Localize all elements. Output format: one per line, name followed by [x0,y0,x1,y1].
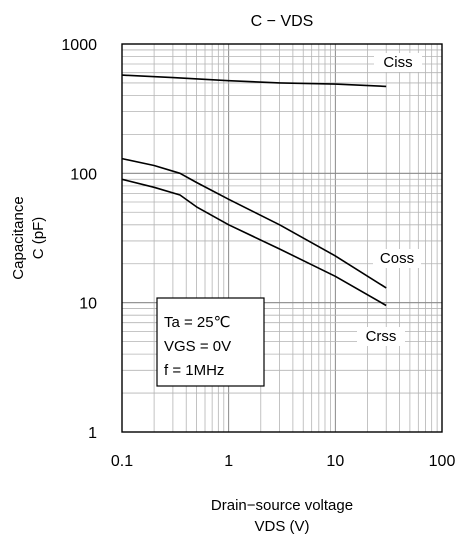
y-tick-label: 100 [70,166,97,183]
y-tick-label: 1 [88,425,97,442]
y-axis-label-line1: Capacitance [10,196,27,279]
plot-frame [121,43,443,433]
series-label-bg-crss [357,327,405,346]
series-label-bg-coss [373,249,421,268]
series-label-ciss: Ciss [383,54,412,71]
series-group [121,74,387,307]
chart-title: C − VDS [251,13,314,30]
y-tick-label: 1000 [61,37,97,54]
y-axis-label-line2: C (pF) [30,217,47,260]
x-tick-label: 10 [326,453,344,470]
series-line-coss [121,157,387,289]
condition-temperature: Ta = 25℃ [164,314,230,331]
series-label-coss: Coss [380,250,414,267]
series-labels: Ciss Coss Crss [357,53,422,346]
series-label-crss: Crss [366,328,397,345]
conditions-box-frame [156,297,265,387]
x-axis-label-line1: Drain−source voltage [211,497,353,514]
grid [121,43,443,433]
x-tick-label: 1 [224,453,233,470]
series-label-bg-ciss [374,53,422,72]
x-tick-label: 100 [429,453,456,470]
x-axis-label-line2: VDS (V) [254,518,309,535]
series-line-crss [121,178,387,307]
y-tick-label: 10 [79,296,97,313]
x-tick-label: 0.1 [111,453,133,470]
x-tick-labels: 0.1 1 10 100 [111,453,456,470]
y-tick-labels: 1 10 100 1000 [61,37,97,442]
conditions-box: Ta = 25℃ VGS = 0V f = 1MHz [156,297,265,387]
condition-vgs: VGS = 0V [164,338,231,355]
condition-frequency: f = 1MHz [164,362,224,379]
series-line-ciss [121,74,387,88]
